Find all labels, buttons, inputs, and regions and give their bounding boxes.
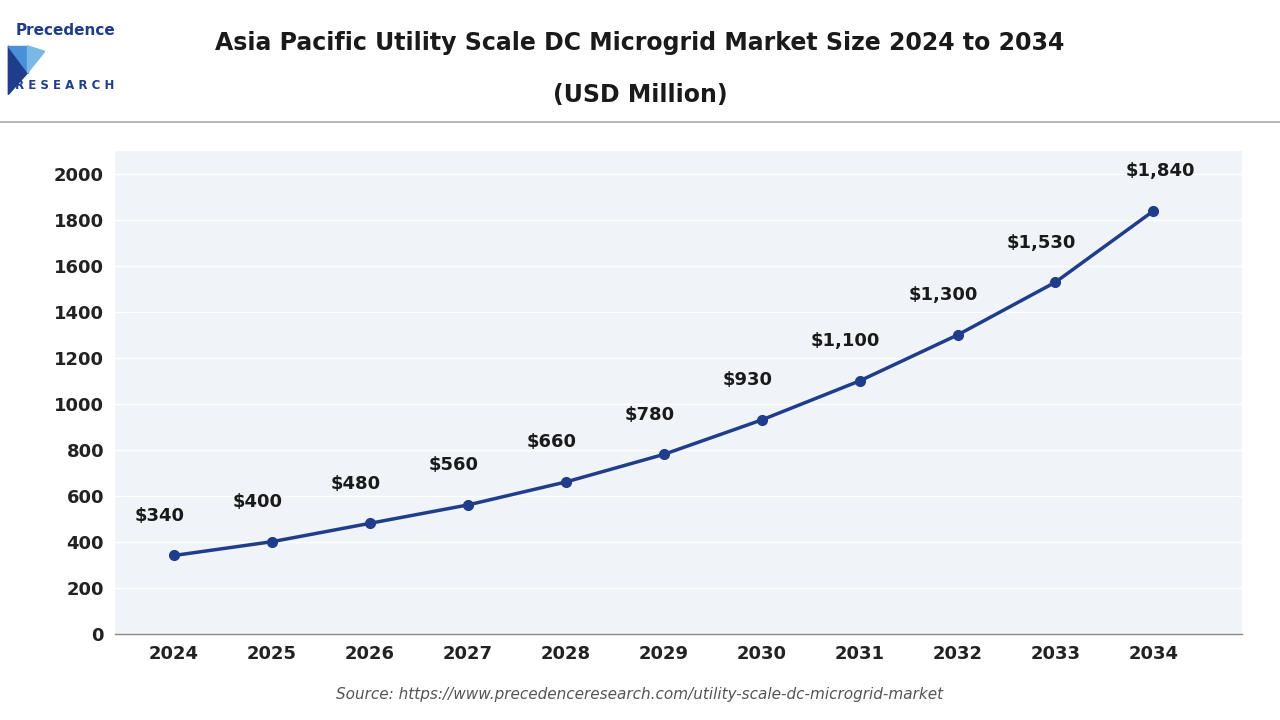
Text: Source: https://www.precedenceresearch.com/utility-scale-dc-microgrid-market: Source: https://www.precedenceresearch.c… [337,687,943,702]
Polygon shape [28,46,45,73]
Text: $340: $340 [136,507,186,525]
Text: (USD Million): (USD Million) [553,84,727,107]
Polygon shape [9,46,28,94]
Text: $480: $480 [332,474,381,492]
Text: $660: $660 [527,433,577,451]
Text: $400: $400 [233,493,283,511]
Text: $1,300: $1,300 [909,287,978,305]
Text: $780: $780 [625,406,675,424]
Text: $1,100: $1,100 [812,333,881,351]
Text: R E S E A R C H: R E S E A R C H [15,79,115,92]
Text: $1,530: $1,530 [1007,233,1076,251]
Text: $560: $560 [429,456,479,474]
Text: $930: $930 [723,372,773,390]
Polygon shape [9,46,28,73]
Text: Precedence: Precedence [15,23,115,38]
Text: $1,840: $1,840 [1125,163,1196,181]
Text: Asia Pacific Utility Scale DC Microgrid Market Size 2024 to 2034: Asia Pacific Utility Scale DC Microgrid … [215,31,1065,55]
